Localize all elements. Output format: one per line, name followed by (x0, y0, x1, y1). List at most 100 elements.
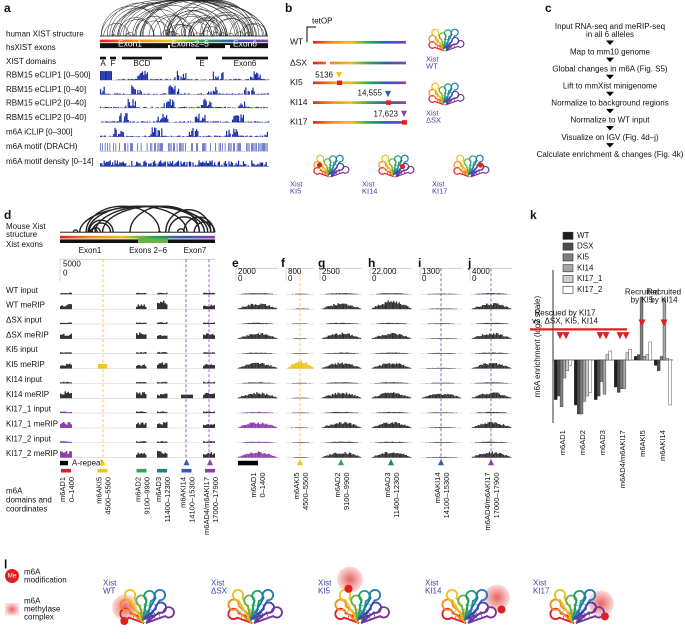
signal (258, 382, 259, 383)
rna-structure (226, 588, 283, 626)
signal (347, 395, 348, 399)
signal (209, 352, 211, 353)
motif (203, 143, 204, 151)
signal (299, 338, 300, 339)
signal (208, 105, 209, 108)
signal (393, 364, 394, 369)
signal (379, 353, 380, 354)
signal (251, 334, 252, 339)
signal (117, 136, 118, 137)
signal (157, 395, 159, 399)
signal (110, 136, 111, 137)
signal (65, 412, 67, 414)
signal (198, 107, 199, 108)
label: 0–1400 (258, 473, 267, 498)
signal (141, 166, 142, 167)
signal (234, 94, 235, 95)
signal (158, 117, 159, 123)
signal (246, 107, 247, 108)
signal (266, 394, 267, 398)
signal (400, 395, 401, 398)
signal (406, 383, 407, 384)
signal (262, 333, 263, 339)
label: KI14 (425, 586, 442, 595)
bar (614, 360, 617, 387)
signal (68, 336, 70, 339)
signal (389, 382, 390, 383)
signal (245, 365, 246, 368)
signal (329, 323, 330, 324)
signal (499, 453, 500, 458)
signal (389, 323, 390, 324)
signal (242, 118, 243, 123)
signal (266, 442, 267, 443)
signal (111, 165, 112, 167)
signal (496, 293, 497, 294)
signal (136, 382, 138, 383)
signal (506, 455, 507, 458)
signal (336, 394, 337, 398)
signal (387, 334, 388, 339)
signal (69, 382, 71, 383)
signal (106, 94, 107, 95)
signal (139, 454, 141, 458)
signal (343, 442, 344, 443)
label: KI5 (290, 187, 301, 196)
signal (205, 382, 207, 383)
signal (248, 336, 249, 339)
allele-line (313, 41, 406, 44)
signal (102, 122, 103, 123)
signal (242, 396, 243, 398)
signal (141, 366, 143, 368)
signal (267, 107, 268, 108)
signal (312, 367, 313, 369)
signal (296, 398, 297, 399)
signal (142, 423, 144, 428)
signal (336, 333, 337, 338)
signal (246, 94, 247, 95)
signal (243, 161, 244, 166)
motif (238, 143, 239, 151)
signal (329, 383, 330, 384)
signal (404, 323, 405, 324)
signal (244, 323, 245, 324)
signal (203, 118, 204, 122)
signal (340, 454, 341, 458)
panel-label: k (530, 208, 537, 222)
motif (154, 143, 155, 151)
signal (483, 412, 484, 413)
bar (569, 360, 572, 365)
signal (204, 99, 205, 108)
signal (267, 412, 268, 413)
signal (335, 323, 336, 324)
signal (302, 363, 303, 368)
signal (392, 442, 393, 443)
base-pair (321, 168, 323, 170)
signal (152, 127, 153, 136)
signal (442, 395, 443, 398)
signal (473, 427, 474, 428)
signal (144, 453, 146, 458)
signal (333, 353, 334, 354)
signal (165, 303, 167, 309)
signal (490, 412, 491, 413)
signal (332, 334, 333, 339)
signal (145, 307, 147, 309)
signal (506, 323, 507, 324)
signal (251, 394, 252, 398)
signal (218, 136, 219, 137)
signal (259, 335, 260, 339)
signal (332, 364, 333, 369)
signal (185, 107, 186, 108)
signal (265, 442, 266, 443)
signal (435, 353, 436, 354)
signal (125, 163, 126, 166)
signal (144, 122, 145, 123)
signal (258, 305, 259, 309)
signal (161, 163, 162, 167)
signal (353, 413, 354, 414)
signal (433, 442, 434, 443)
signal (354, 455, 355, 458)
motif (152, 143, 153, 151)
signal (437, 368, 438, 369)
